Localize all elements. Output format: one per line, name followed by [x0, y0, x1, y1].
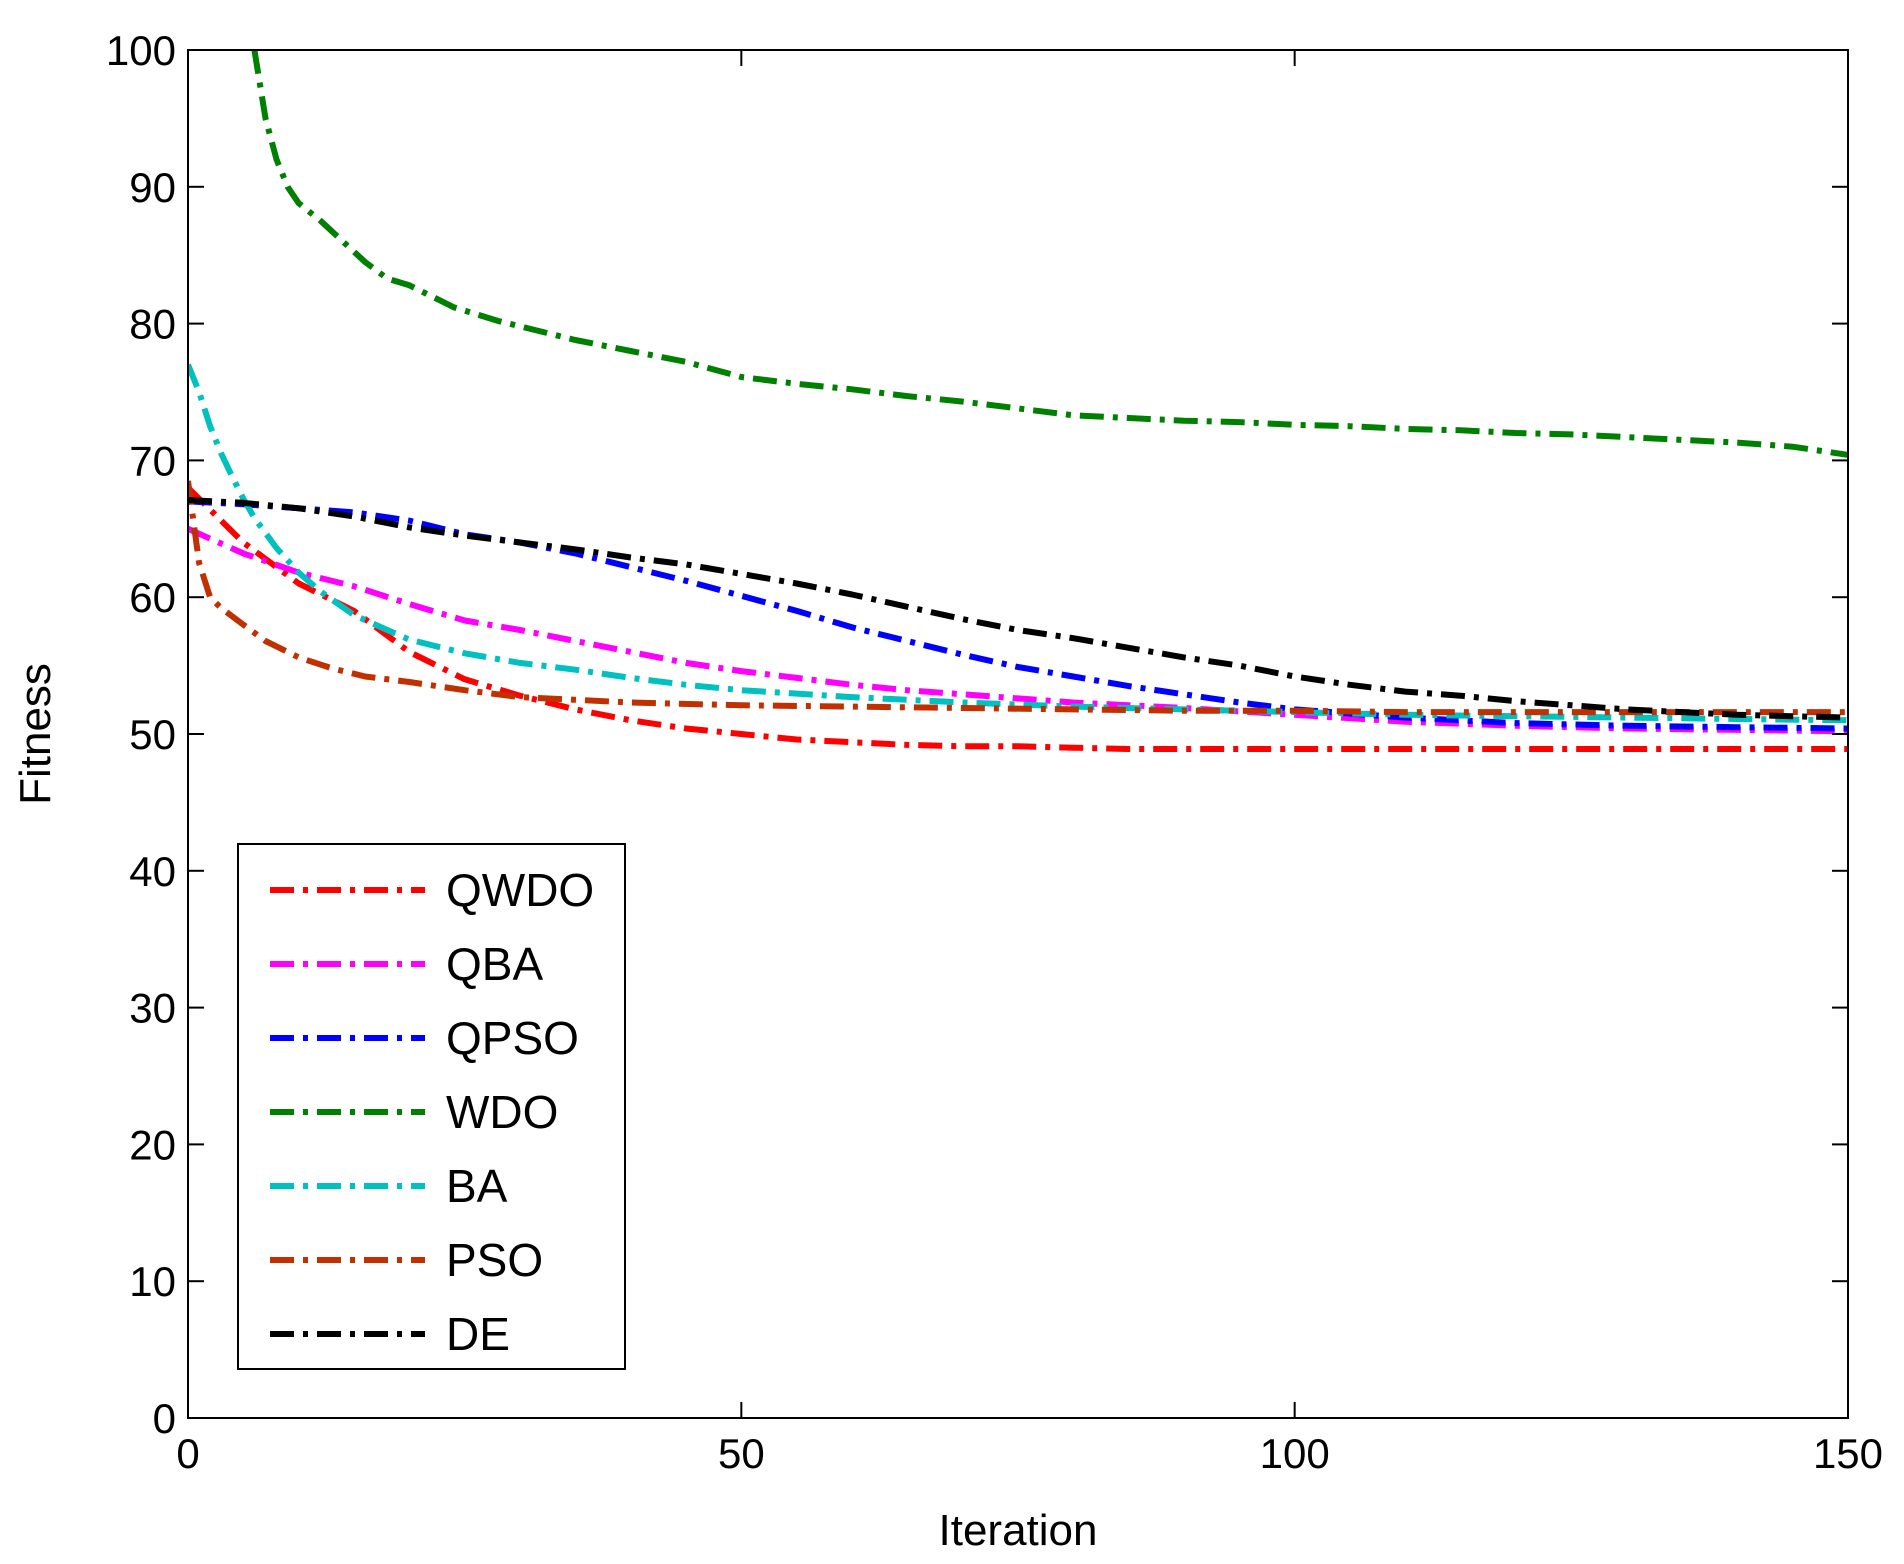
legend-label-qwdo: QWDO: [446, 864, 594, 916]
legend-label-pso: PSO: [446, 1234, 543, 1286]
series-layer: [188, 50, 1848, 752]
y-tick-label: 50: [129, 711, 176, 758]
legend-label-de: DE: [446, 1308, 510, 1360]
x-tick-label: 50: [718, 1430, 765, 1477]
series-line-de: [188, 497, 1848, 721]
series-line-pso: [188, 480, 1848, 716]
y-tick-label: 80: [129, 301, 176, 348]
legend-item-ba: BA: [270, 1160, 508, 1212]
series-line-ba: [188, 363, 1848, 724]
series-line-qpso: [188, 498, 1848, 732]
y-tick-label: 90: [129, 164, 176, 211]
y-axis-title: Fitness: [11, 663, 60, 805]
x-tick-label: 100: [1260, 1430, 1330, 1477]
y-tick-label: 100: [106, 27, 176, 74]
legend-label-wdo: WDO: [446, 1086, 558, 1138]
y-tick-label: 30: [129, 985, 176, 1032]
legend-item-qba: QBA: [270, 938, 543, 990]
legend-item-qwdo: QWDO: [270, 864, 594, 916]
legend-item-qpso: QPSO: [270, 1012, 579, 1064]
x-axis-title: Iteration: [939, 1506, 1098, 1555]
y-tick-label: 70: [129, 437, 176, 484]
legend-box: [237, 843, 626, 1370]
legend-item-de: DE: [270, 1308, 510, 1360]
axes-layer: 0 50 100 150 0 10 20 30 40 50 60 70 80 90 100: [106, 27, 1883, 1477]
series-line-qba: [188, 526, 1848, 735]
legend-item-pso: PSO: [270, 1234, 543, 1286]
legend-label-qpso: QPSO: [446, 1012, 579, 1064]
y-tick-label: 40: [129, 848, 176, 895]
y-tick-label: 0: [153, 1395, 176, 1442]
legend-label-ba: BA: [446, 1160, 508, 1212]
legend: QWDO QBA QPSO WDO BA PSO DE: [237, 843, 626, 1370]
x-tick-label: 150: [1813, 1430, 1883, 1477]
legend-label-qba: QBA: [446, 938, 543, 990]
x-tick-label: 0: [176, 1430, 199, 1477]
legend-item-wdo: WDO: [270, 1086, 558, 1138]
y-tick-label: 10: [129, 1258, 176, 1305]
series-line-qwdo: [188, 485, 1848, 752]
y-tick-label: 60: [129, 574, 176, 621]
y-tick-label: 20: [129, 1121, 176, 1168]
